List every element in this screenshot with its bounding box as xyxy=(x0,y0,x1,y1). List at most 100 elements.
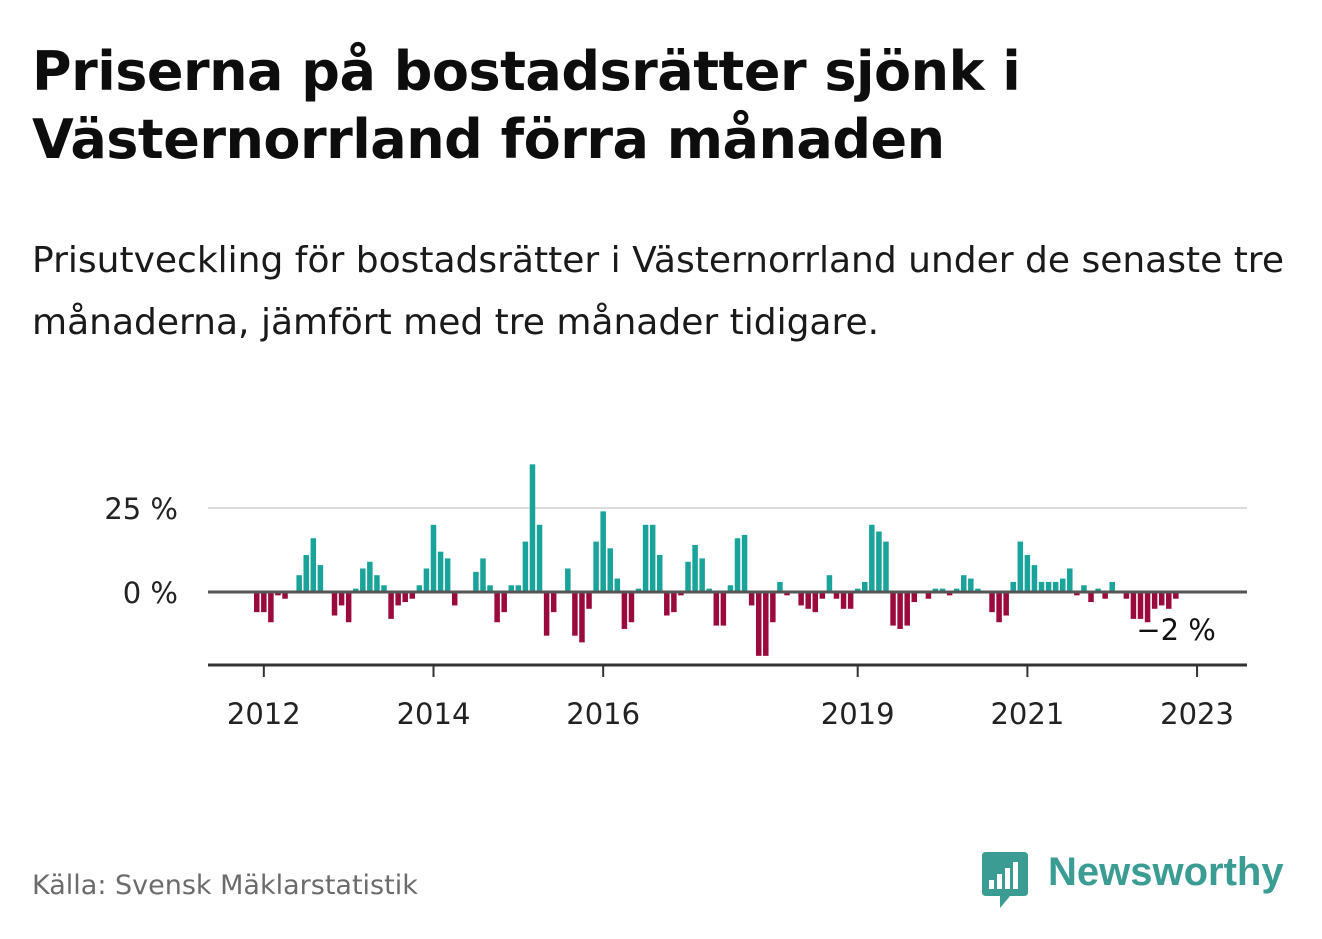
bar xyxy=(473,571,479,592)
bar xyxy=(572,592,578,636)
bar xyxy=(367,561,373,592)
chart-title: Priserna på bostadsrätter sjönk i Väster… xyxy=(32,40,1021,171)
bar xyxy=(600,511,606,592)
bar xyxy=(656,555,663,592)
bar xyxy=(1151,592,1158,609)
bar xyxy=(975,588,981,592)
bar xyxy=(847,592,854,609)
bars xyxy=(254,464,1179,656)
bar xyxy=(282,592,288,599)
bar xyxy=(812,592,819,613)
bar xyxy=(642,524,649,592)
bar xyxy=(374,575,380,592)
bar xyxy=(381,585,387,592)
bar xyxy=(777,581,783,592)
x-tick-label: 2019 xyxy=(821,697,895,731)
bar xyxy=(784,592,790,596)
bar xyxy=(755,592,762,656)
bar xyxy=(685,561,691,592)
bar xyxy=(360,568,366,592)
bar xyxy=(261,592,267,613)
x-tick-label: 2014 xyxy=(397,697,471,731)
bar xyxy=(1144,592,1151,623)
bar xyxy=(840,592,847,609)
source-note: Källa: Svensk Mäklarstatistik xyxy=(32,870,418,901)
bar xyxy=(614,578,621,592)
bar xyxy=(331,592,338,616)
bar xyxy=(423,568,430,592)
bar xyxy=(678,592,684,596)
bar xyxy=(770,592,776,623)
bar xyxy=(494,592,500,623)
bar xyxy=(1173,592,1179,599)
bar xyxy=(1137,592,1144,619)
end-value-label: −2 % xyxy=(1136,613,1216,647)
bar xyxy=(911,592,918,603)
bar xyxy=(862,581,868,592)
bar xyxy=(1024,555,1031,592)
bar xyxy=(876,531,882,592)
bar xyxy=(748,592,755,606)
bar xyxy=(854,588,861,592)
bar xyxy=(961,575,967,592)
bar xyxy=(565,568,571,592)
bar xyxy=(1045,581,1052,592)
bar xyxy=(720,592,727,626)
bar xyxy=(826,575,833,592)
bar xyxy=(593,541,599,592)
x-tick-label: 2016 xyxy=(566,697,640,731)
bar xyxy=(1003,592,1009,616)
bar xyxy=(607,548,613,592)
bar xyxy=(1052,581,1059,592)
bar xyxy=(819,592,826,599)
bar xyxy=(310,538,317,592)
y-tick-label: 0 % xyxy=(123,576,178,610)
bar xyxy=(430,524,437,592)
bar xyxy=(727,585,734,592)
bar xyxy=(713,592,720,626)
bar xyxy=(699,558,705,592)
bar xyxy=(345,592,352,623)
bar xyxy=(1031,565,1038,592)
bar xyxy=(953,588,960,592)
x-tick-label: 2023 xyxy=(1160,697,1234,731)
bar xyxy=(1109,581,1115,592)
x-tick-label: 2012 xyxy=(227,697,301,731)
bar xyxy=(402,592,408,603)
bar xyxy=(1095,588,1101,592)
bar xyxy=(635,588,642,592)
bar xyxy=(1067,568,1073,592)
bar xyxy=(416,585,423,592)
bar xyxy=(904,592,910,626)
bar xyxy=(890,592,896,626)
bar xyxy=(798,592,804,606)
bar xyxy=(275,592,281,596)
bar xyxy=(268,592,274,623)
bar xyxy=(388,592,394,619)
bar xyxy=(1123,592,1130,599)
x-tick-label: 2021 xyxy=(990,697,1064,731)
newsworthy-logo[interactable]: Newsworthy xyxy=(980,848,1300,912)
bar xyxy=(925,592,932,599)
bar xyxy=(946,592,953,596)
bar xyxy=(487,585,493,592)
bar xyxy=(550,592,557,613)
bar xyxy=(536,524,543,592)
bar xyxy=(621,592,628,629)
bar xyxy=(1038,581,1045,592)
bar xyxy=(515,585,522,592)
bar xyxy=(338,592,345,606)
bar xyxy=(529,464,536,592)
bar xyxy=(649,524,656,592)
bar xyxy=(671,592,677,613)
axes xyxy=(208,590,1247,677)
bar xyxy=(1081,585,1087,592)
bar xyxy=(1074,592,1080,596)
bar xyxy=(897,592,903,629)
bar xyxy=(437,551,444,592)
bar-chart: 25 % 0 % 2012 2014 2016 2019 2021 2023 −2 % xyxy=(104,464,1247,731)
bar xyxy=(932,588,939,592)
bar xyxy=(692,544,698,592)
bar xyxy=(628,592,635,623)
bar xyxy=(706,588,712,592)
